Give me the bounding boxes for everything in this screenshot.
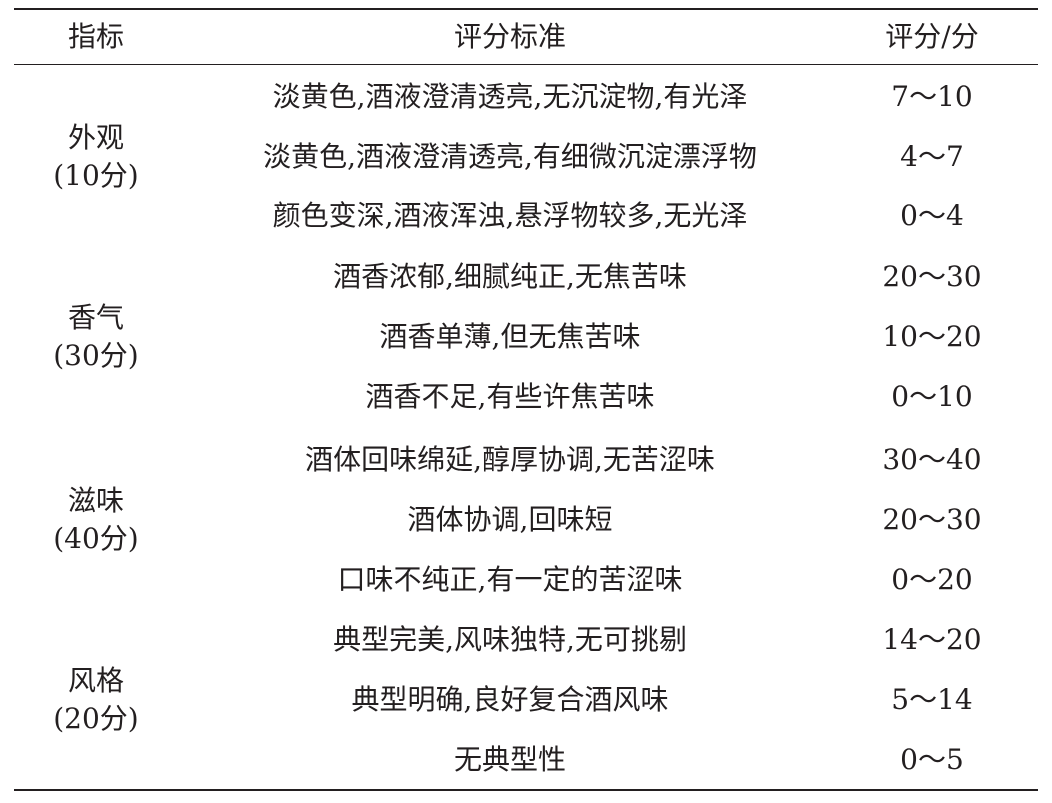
criterion-cell: 口味不纯正,有一定的苦涩味 bbox=[337, 563, 683, 596]
criterion-cell: 淡黄色,酒液澄清透亮,有细微沉淀漂浮物 bbox=[263, 140, 757, 173]
score-cell: 7～10 bbox=[891, 80, 973, 113]
criterion-cell: 典型完美,风味独特,无可挑剔 bbox=[333, 623, 687, 656]
score-cell: 0～10 bbox=[891, 380, 973, 413]
indicator-name: 滋味 bbox=[67, 484, 125, 517]
criterion-cell: 典型明确,良好复合酒风味 bbox=[351, 683, 669, 716]
criterion-cell: 酒体协调,回味短 bbox=[407, 503, 613, 536]
indicator-total: (30分) bbox=[53, 339, 139, 372]
header-score: 评分/分 bbox=[885, 20, 979, 53]
bottom-rule bbox=[14, 789, 1038, 791]
indicator-total: (20分) bbox=[53, 702, 139, 735]
score-cell: 5～14 bbox=[891, 683, 973, 716]
score-cell: 20～30 bbox=[882, 260, 982, 293]
score-cell: 30～40 bbox=[882, 443, 982, 476]
score-cell: 0～4 bbox=[900, 199, 964, 232]
criterion-cell: 酒体回味绵延,醇厚协调,无苦涩味 bbox=[305, 443, 715, 476]
indicator-name: 风格 bbox=[67, 664, 125, 697]
score-cell: 0～5 bbox=[900, 743, 964, 776]
criterion-cell: 酒香不足,有些许焦苦味 bbox=[365, 380, 655, 413]
score-cell: 14～20 bbox=[882, 623, 982, 656]
indicator-cell: 香气 (30分) bbox=[53, 299, 138, 375]
indicator-name: 外观 bbox=[67, 121, 125, 154]
header-criteria: 评分标准 bbox=[453, 20, 567, 53]
indicator-total: (10分) bbox=[53, 159, 139, 192]
header-indicator: 指标 bbox=[67, 20, 125, 53]
score-cell: 20～30 bbox=[882, 503, 982, 536]
score-cell: 0～20 bbox=[891, 563, 973, 596]
criterion-cell: 颜色变深,酒液浑浊,悬浮物较多,无光泽 bbox=[272, 199, 748, 232]
indicator-cell: 外观 (10分) bbox=[53, 119, 138, 195]
criterion-cell: 无典型性 bbox=[453, 743, 567, 776]
criterion-cell: 酒香浓郁,细腻纯正,无焦苦味 bbox=[333, 260, 687, 293]
score-cell: 4～7 bbox=[900, 140, 964, 173]
top-rule bbox=[14, 8, 1038, 10]
indicator-total: (40分) bbox=[53, 522, 139, 555]
indicator-cell: 滋味 (40分) bbox=[53, 482, 138, 558]
indicator-cell: 风格 (20分) bbox=[53, 662, 138, 738]
criterion-cell: 淡黄色,酒液澄清透亮,无沉淀物,有光泽 bbox=[272, 80, 748, 113]
header-rule bbox=[14, 64, 1038, 65]
score-cell: 10～20 bbox=[882, 320, 982, 353]
criterion-cell: 酒香单薄,但无焦苦味 bbox=[379, 320, 641, 353]
indicator-name: 香气 bbox=[67, 301, 125, 334]
